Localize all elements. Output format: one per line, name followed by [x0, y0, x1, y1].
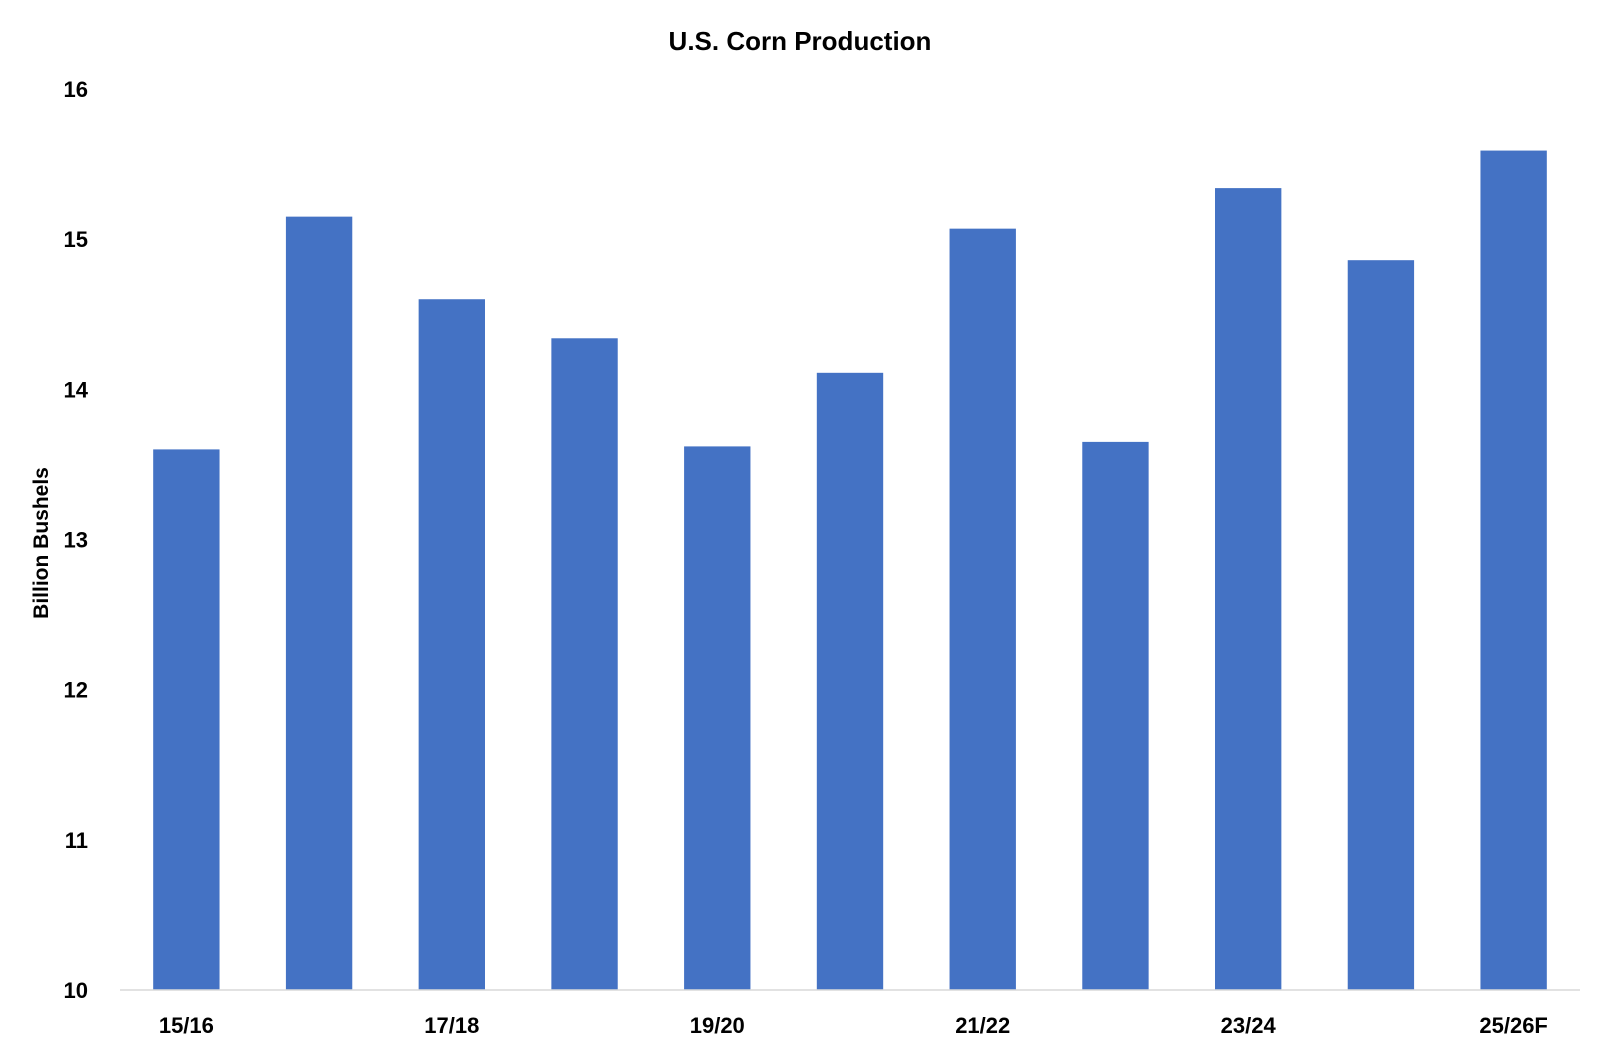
y-axis-ticks: 10 11 12 13 14 15 16 [64, 77, 89, 1003]
x-tick-label: 25/26F [1479, 1013, 1548, 1038]
bar [1480, 150, 1547, 990]
x-tick-label: 15/16 [159, 1013, 214, 1038]
y-tick-label: 15 [64, 227, 88, 252]
bar-series [153, 150, 1547, 991]
bar [285, 216, 353, 990]
bar [684, 446, 751, 990]
y-tick-label: 11 [65, 828, 88, 853]
y-tick-label: 14 [64, 377, 89, 402]
y-tick-label: 13 [64, 528, 88, 553]
y-axis-label: Billion Bushels [30, 467, 53, 619]
y-tick-label: 16 [64, 77, 88, 102]
x-tick-label: 19/20 [690, 1013, 745, 1038]
bar [949, 228, 1016, 990]
bar [1347, 260, 1415, 990]
bar [153, 449, 220, 990]
y-tick-label: 10 [64, 978, 88, 1003]
bar [1215, 188, 1282, 991]
x-axis-ticks: 15/16 17/18 19/20 21/22 23/24 25/26F [159, 1013, 1548, 1038]
x-tick-label: 23/24 [1221, 1013, 1277, 1038]
y-tick-label: 12 [64, 678, 88, 703]
bar [1082, 441, 1149, 990]
chart-title: U.S. Corn Production [669, 26, 932, 56]
x-tick-label: 17/18 [424, 1013, 479, 1038]
bar [418, 299, 485, 990]
bar [551, 338, 618, 990]
bar [816, 372, 884, 990]
x-tick-label: 21/22 [955, 1013, 1010, 1038]
